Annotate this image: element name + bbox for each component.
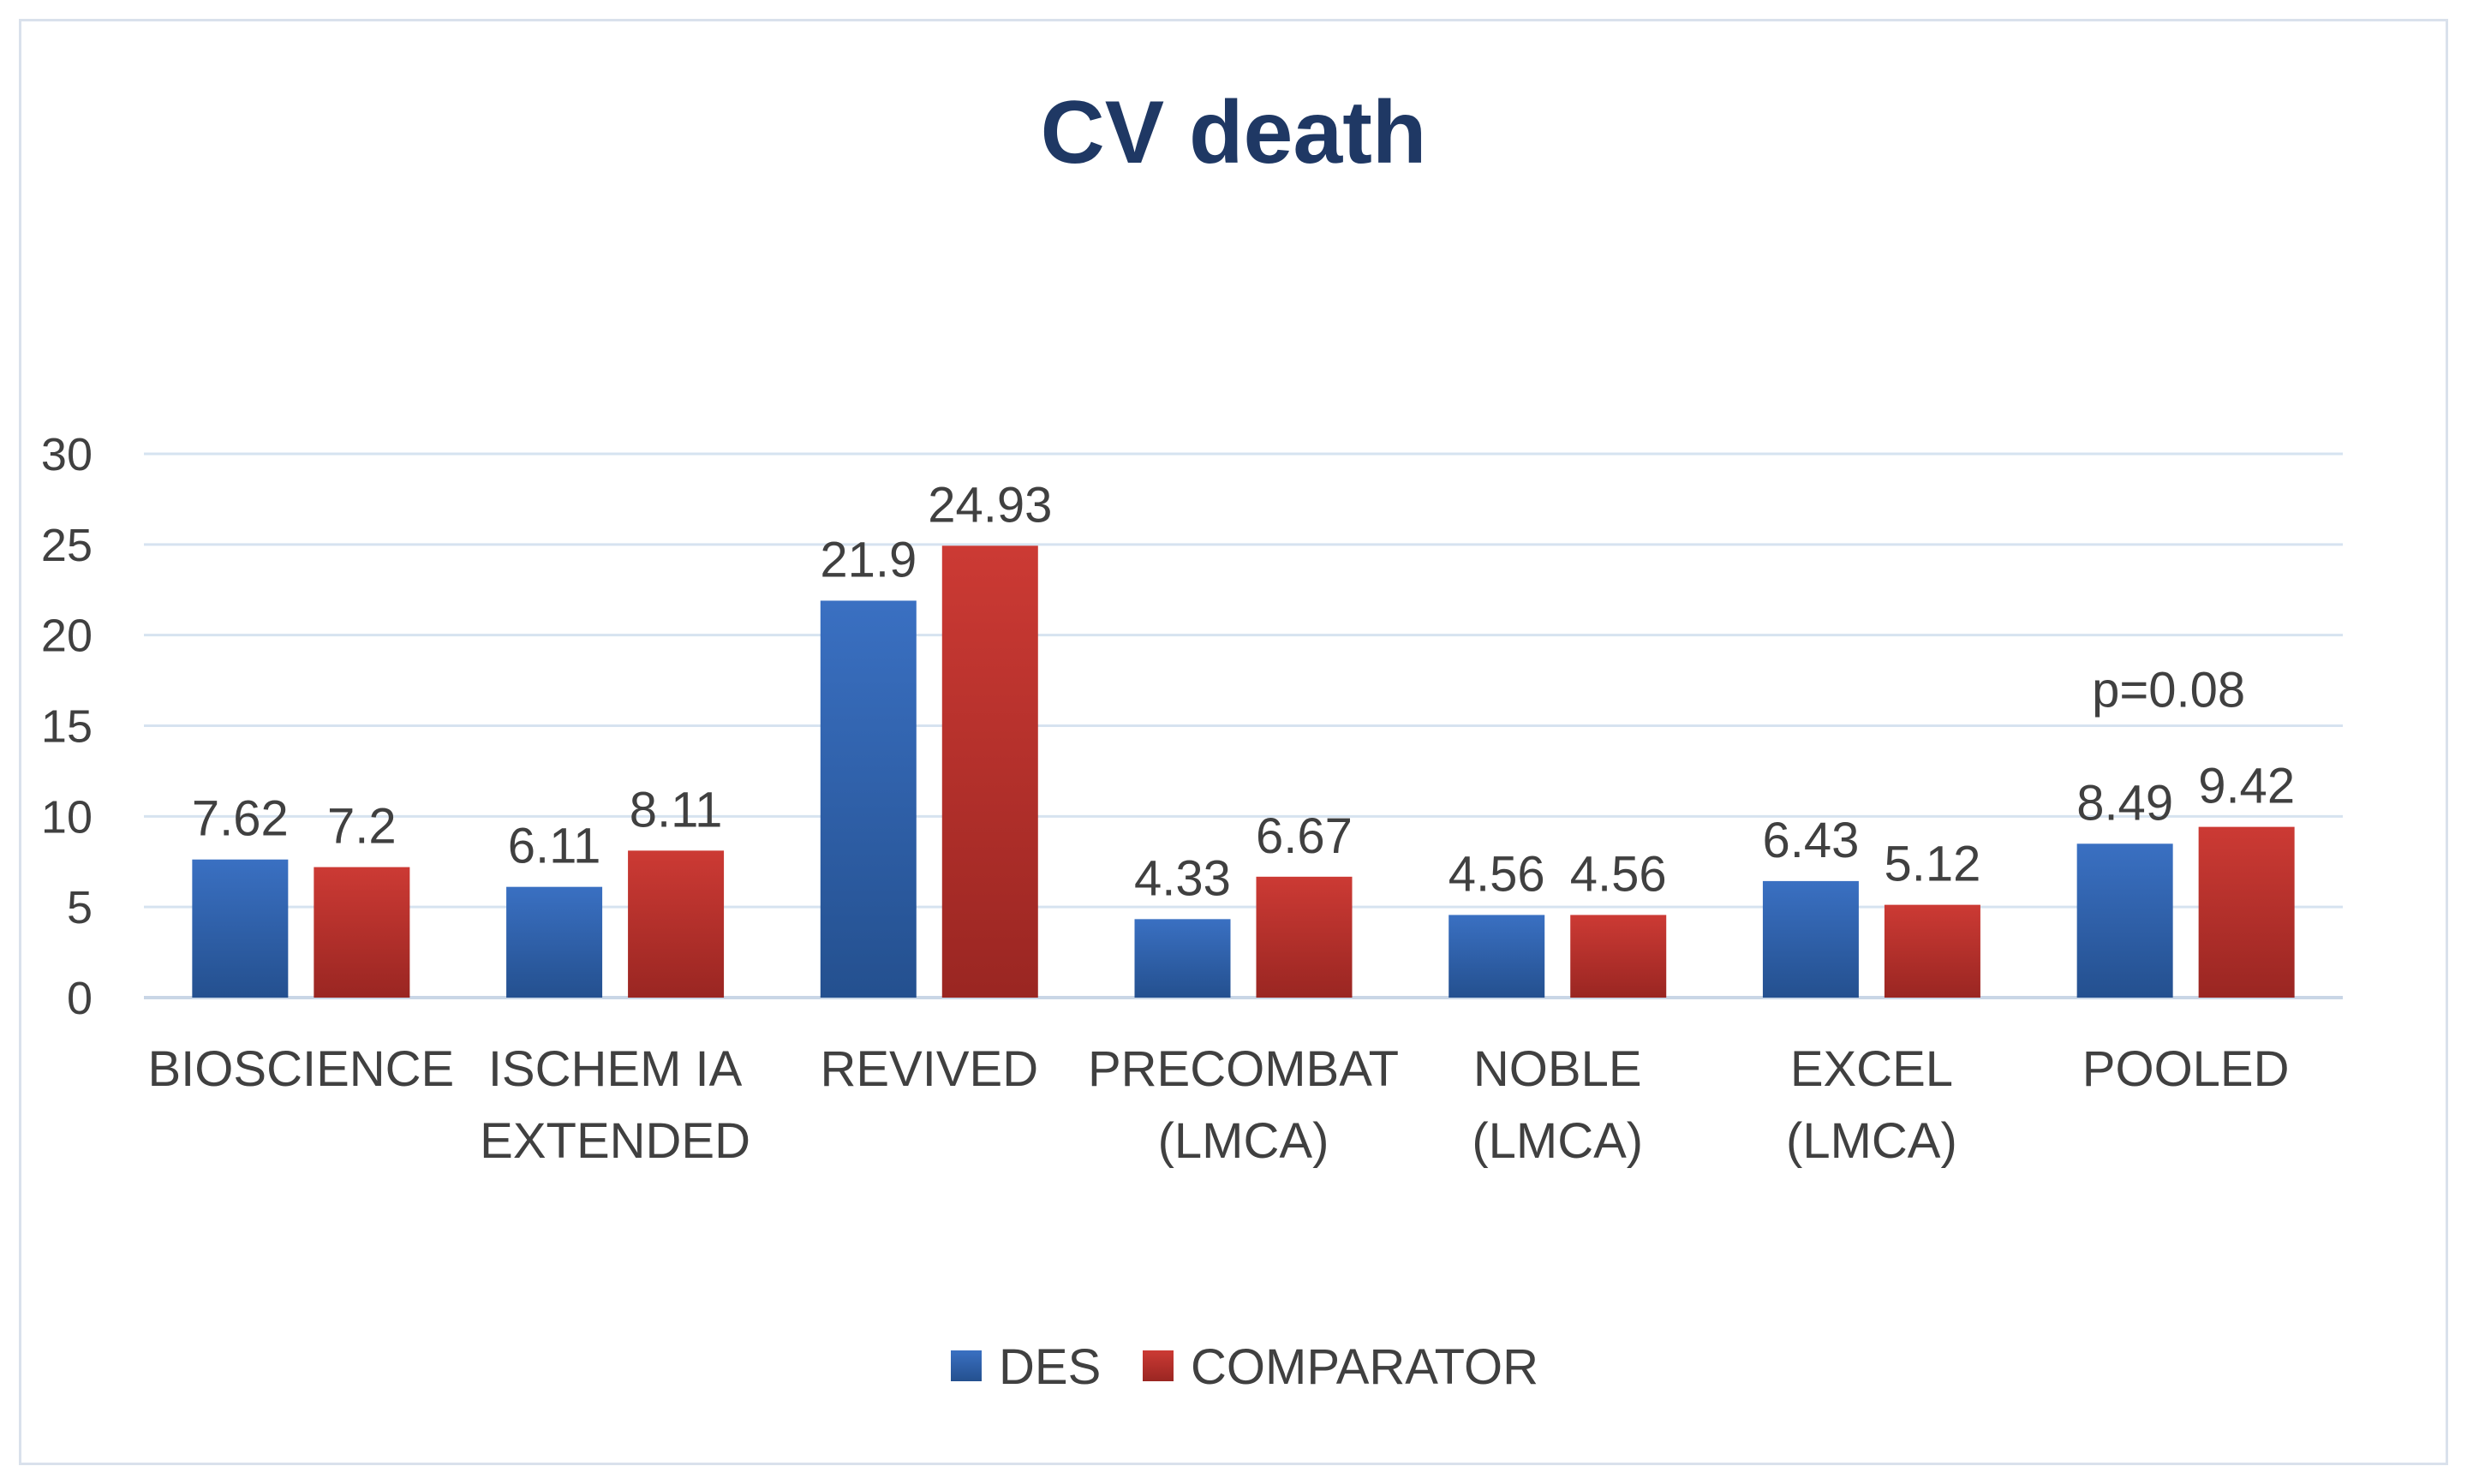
chart-title: CV death (1041, 83, 1427, 182)
x-category-label: ISCHEM IA EXTENDED (480, 1041, 750, 1169)
bar-des-3 (1134, 919, 1231, 998)
bar-comparator-5 (1884, 904, 1980, 998)
bars (192, 545, 2295, 998)
x-category-label: REVIVED (820, 1041, 1038, 1097)
bar-des-2 (820, 600, 917, 998)
bar-comparator-1 (628, 850, 725, 998)
data-label-comparator: 9.42 (2198, 759, 2295, 814)
data-label-comparator: 4.56 (1570, 846, 1667, 902)
data-label-comparator: 7.2 (327, 799, 397, 855)
bar-des-1 (506, 886, 603, 998)
data-label-comparator: 6.67 (1256, 808, 1353, 864)
bar-des-0 (192, 859, 289, 998)
p-value-annotation: p=0.08 (2092, 663, 2245, 718)
data-label-des: 4.33 (1134, 850, 1231, 906)
legend-swatch-comparator (1143, 1350, 1174, 1381)
data-label-des: 21.9 (820, 532, 917, 587)
y-tick-label: 30 (41, 429, 93, 480)
data-label-des: 6.11 (508, 819, 601, 874)
y-tick-label: 10 (41, 791, 93, 843)
legend-swatch-des (951, 1350, 982, 1381)
gridlines (144, 452, 2343, 999)
data-label-comparator: 5.12 (1884, 837, 1980, 892)
data-labels: 7.62 7.2 6.11 8.11 21.924.93 4.33 6.67 4.56 4.56… (192, 477, 2295, 906)
legend-label-comparator: COMPARATOR (1191, 1339, 1538, 1395)
y-tick-label: 25 (41, 520, 93, 571)
x-category-label: PRECOMBAT (LMCA) (1088, 1041, 1399, 1169)
bar-comparator-4 (1570, 915, 1667, 998)
data-label-comparator: 24.93 (928, 477, 1052, 533)
bar-comparator-3 (1256, 876, 1353, 998)
legend-label-des: DES (999, 1339, 1101, 1395)
data-label-des: 6.43 (1762, 813, 1859, 868)
bar-comparator-2 (941, 545, 1038, 998)
bar-comparator-6 (2198, 826, 2295, 998)
x-axis-categories: BIOSCIENCE ISCHEM IA EXTENDED REVIVED PRECOM… (147, 1041, 2289, 1169)
data-label-des: 8.49 (2076, 775, 2173, 831)
data-label-des: 7.62 (192, 791, 289, 847)
y-tick-label: 0 (67, 973, 93, 1024)
data-label-des: 4.56 (1449, 846, 1545, 902)
x-category-label: POOLED (2082, 1041, 2290, 1097)
bar-des-4 (1449, 915, 1545, 998)
bar-des-6 (2076, 843, 2173, 998)
bar-des-5 (1762, 880, 1859, 998)
y-axis: 0 5 10 15 20 25 30 (41, 429, 93, 1024)
y-tick-label: 20 (41, 611, 93, 662)
chart-frame (19, 19, 2448, 1465)
x-category-label: NOBLE (LMCA) (1472, 1041, 1643, 1169)
bar-comparator-0 (314, 867, 410, 998)
x-category-label: BIOSCIENCE (147, 1041, 454, 1097)
legend: DES COMPARATOR (951, 1339, 1538, 1395)
x-category-label: EXCEL (LMCA) (1786, 1041, 1957, 1169)
y-tick-label: 5 (67, 882, 93, 933)
y-tick-label: 15 (41, 701, 93, 753)
data-label-comparator: 8.11 (630, 782, 723, 837)
